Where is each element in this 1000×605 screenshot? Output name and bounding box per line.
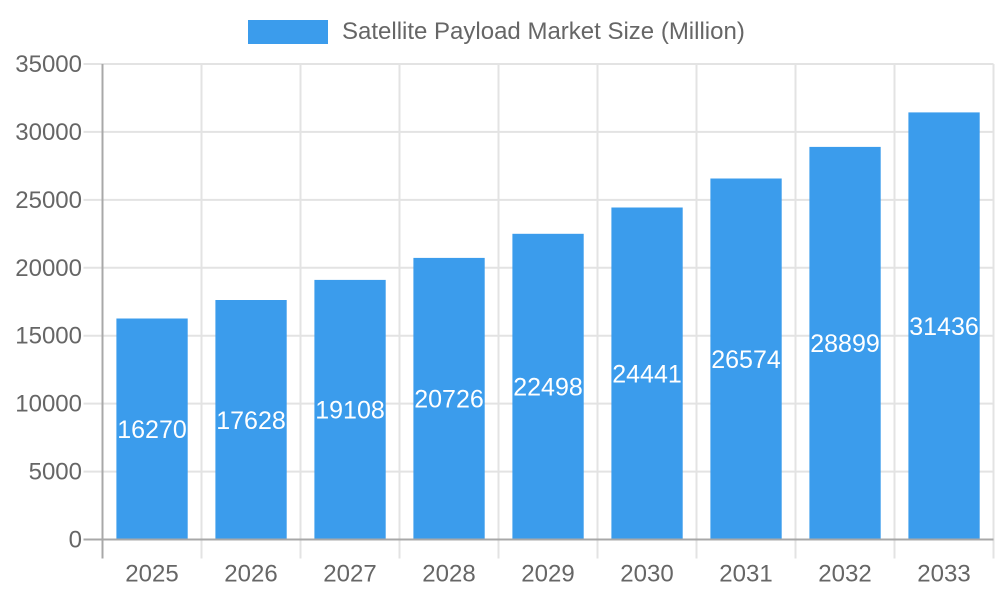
- svg-text:31436: 31436: [909, 313, 979, 341]
- svg-text:2030: 2030: [620, 561, 673, 588]
- svg-text:2026: 2026: [224, 561, 277, 588]
- svg-text:20726: 20726: [414, 386, 484, 414]
- svg-text:19108: 19108: [315, 397, 385, 425]
- svg-text:17628: 17628: [216, 407, 286, 435]
- svg-text:26574: 26574: [711, 346, 781, 374]
- svg-text:10000: 10000: [15, 391, 82, 418]
- svg-text:16270: 16270: [117, 416, 187, 444]
- svg-text:0: 0: [69, 527, 82, 554]
- svg-text:22498: 22498: [513, 374, 583, 402]
- svg-text:2031: 2031: [719, 561, 772, 588]
- svg-text:5000: 5000: [29, 459, 82, 486]
- svg-text:20000: 20000: [15, 255, 82, 282]
- svg-text:2027: 2027: [323, 561, 376, 588]
- svg-text:2033: 2033: [917, 561, 970, 588]
- svg-text:24441: 24441: [612, 361, 682, 389]
- svg-text:2028: 2028: [422, 561, 475, 588]
- svg-text:30000: 30000: [15, 119, 82, 146]
- svg-text:2025: 2025: [125, 561, 178, 588]
- svg-text:35000: 35000: [15, 51, 82, 78]
- svg-text:2032: 2032: [818, 561, 871, 588]
- svg-text:Satellite Payload Market Size: Satellite Payload Market Size (Million): [342, 18, 745, 45]
- svg-text:2029: 2029: [521, 561, 574, 588]
- svg-text:28899: 28899: [810, 330, 880, 358]
- svg-text:25000: 25000: [15, 187, 82, 214]
- svg-text:15000: 15000: [15, 323, 82, 350]
